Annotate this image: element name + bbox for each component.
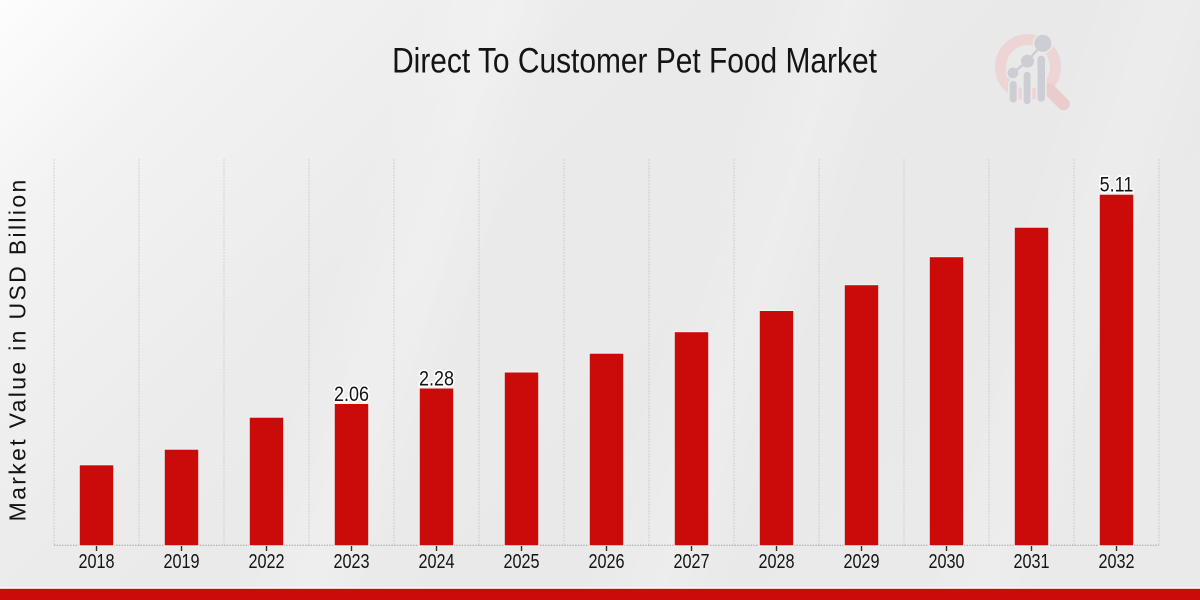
- svg-text:2022: 2022: [248, 549, 284, 572]
- svg-text:2032: 2032: [1098, 549, 1134, 572]
- svg-text:2.28: 2.28: [419, 367, 454, 391]
- svg-text:2026: 2026: [588, 549, 624, 572]
- svg-text:2018: 2018: [78, 549, 114, 572]
- svg-text:2019: 2019: [163, 549, 199, 572]
- svg-text:2024: 2024: [418, 549, 454, 572]
- svg-text:5.11: 5.11: [1100, 173, 1134, 197]
- svg-text:2030: 2030: [928, 549, 964, 572]
- svg-text:2023: 2023: [333, 549, 369, 572]
- svg-text:2029: 2029: [843, 549, 879, 572]
- svg-text:Direct To Customer Pet Food Ma: Direct To Customer Pet Food Market: [392, 40, 877, 80]
- svg-text:2028: 2028: [758, 549, 794, 572]
- svg-text:2027: 2027: [673, 549, 709, 572]
- svg-text:2.06: 2.06: [334, 383, 369, 407]
- svg-text:Market Value in USD Billion: Market Value in USD Billion: [4, 177, 30, 521]
- svg-text:2025: 2025: [503, 549, 539, 572]
- svg-text:2031: 2031: [1013, 549, 1049, 572]
